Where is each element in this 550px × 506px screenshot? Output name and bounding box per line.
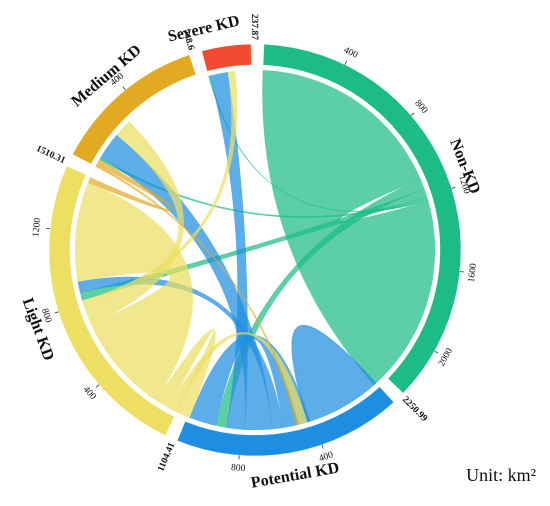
ribbon-potential-kd-to-severe-kd — [209, 71, 248, 430]
unit-label: Unit: km² — [466, 465, 536, 485]
arc-severe-kd — [201, 43, 252, 72]
ribbon-non-kd-to-severe-kd — [208, 75, 429, 213]
tick-mark — [451, 186, 456, 189]
tick-mark — [344, 60, 348, 65]
total-label-severe-kd: 237.87 — [249, 14, 259, 40]
arcs-layer — [48, 43, 462, 457]
tick-label: 400 — [81, 385, 98, 403]
group-label-severe-kd: Severe KD — [166, 13, 241, 46]
tick-label: 400 — [342, 46, 359, 61]
tick-label: 800 — [39, 307, 53, 324]
arc-light-kd — [48, 165, 175, 436]
tick-mark — [95, 384, 100, 388]
group-label-potential-kd: Potential KD — [250, 459, 341, 491]
arc-potential-kd — [176, 386, 395, 457]
tick-mark — [410, 112, 415, 116]
total-label-non-kd: 2250.99 — [400, 395, 429, 424]
arc-non-kd — [262, 43, 462, 394]
ribbon-medium-kd-to-light-kd — [87, 159, 175, 212]
tick-mark — [122, 86, 126, 91]
arc-medium-kd — [72, 54, 197, 165]
tick-label: 2000 — [437, 347, 455, 369]
tick-label: 800 — [231, 463, 246, 474]
tick-label: 1200 — [31, 217, 43, 237]
tick-label: 800 — [412, 99, 429, 117]
ribbons-layer — [74, 69, 436, 431]
ribbon-light-kd-to-potential-kd — [155, 329, 216, 418]
group-label-light-kd: Light KD — [19, 296, 57, 363]
total-label-light-kd: 1510.31 — [34, 144, 66, 166]
group-label-non-kd: Non-KD — [446, 136, 483, 196]
tick-mark — [434, 350, 439, 354]
ribbon-non-kd-to-non-kd — [262, 69, 436, 386]
tick-label: 400 — [318, 450, 335, 464]
ribbon-medium-kd-to-non-kd — [95, 164, 299, 426]
ribbon-light-kd-to-light-kd — [74, 182, 193, 401]
tick-mark — [321, 444, 324, 449]
tick-mark — [54, 311, 59, 314]
total-label-potential-kd: 1104.41 — [156, 441, 177, 473]
tick-label: 1600 — [467, 263, 479, 283]
